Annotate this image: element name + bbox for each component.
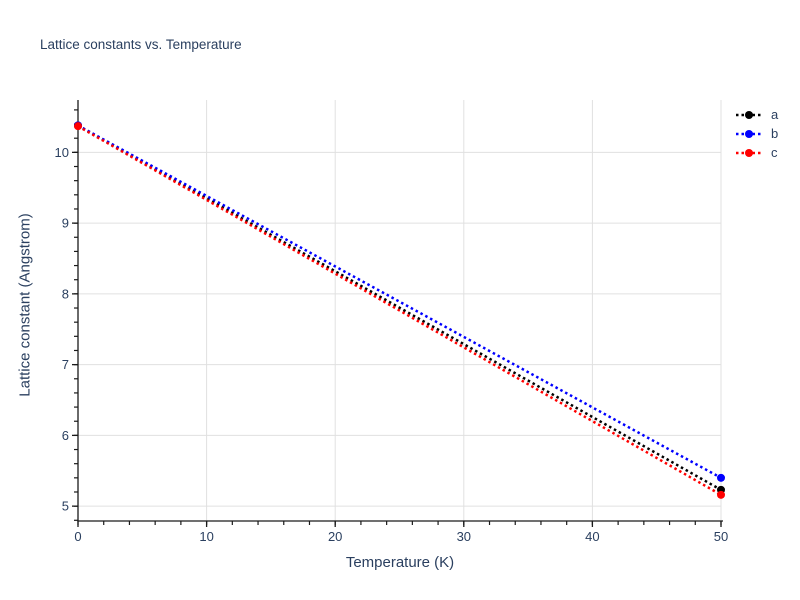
y-tick-label: 10 [55, 145, 69, 160]
y-tick-label: 7 [62, 357, 69, 372]
x-tick-label: 10 [199, 529, 213, 544]
x-tick-label: 0 [74, 529, 81, 544]
legend: a b c [735, 105, 778, 162]
legend-item-b[interactable]: b [735, 124, 778, 143]
x-tick-label: 20 [328, 529, 342, 544]
legend-line-sample-b [736, 129, 762, 138]
y-tick-label: 8 [62, 286, 69, 301]
legend-label-b: b [771, 126, 779, 141]
y-tick-label: 6 [62, 428, 69, 443]
legend-line-sample-a [736, 110, 762, 119]
y-axis-title: Lattice constant (Angstrom) [16, 213, 34, 397]
series-line-b[interactable] [77, 124, 722, 479]
y-tick-label: 5 [62, 499, 69, 514]
legend-item-a[interactable]: a [735, 105, 778, 124]
chart-title: Lattice constants vs. Temperature [40, 37, 242, 52]
y-tick-label: 9 [62, 216, 69, 231]
legend-line-sample-c [736, 148, 762, 157]
legend-marker-icon [745, 129, 753, 138]
legend-label-c: c [771, 145, 778, 160]
series-marker-b[interactable] [717, 473, 725, 482]
x-tick-label: 40 [585, 529, 599, 544]
x-axis-title: Temperature (K) [345, 554, 455, 571]
legend-label-a: a [771, 107, 779, 122]
legend-item-c[interactable]: c [735, 143, 778, 162]
x-tick-label: 30 [457, 529, 471, 544]
x-tick-label: 50 [714, 529, 728, 544]
series-marker-c[interactable] [717, 490, 725, 499]
legend-marker-icon [745, 110, 753, 119]
series-marker-c[interactable] [74, 122, 82, 131]
series-line-c[interactable] [77, 125, 722, 496]
legend-marker-icon [745, 148, 753, 157]
